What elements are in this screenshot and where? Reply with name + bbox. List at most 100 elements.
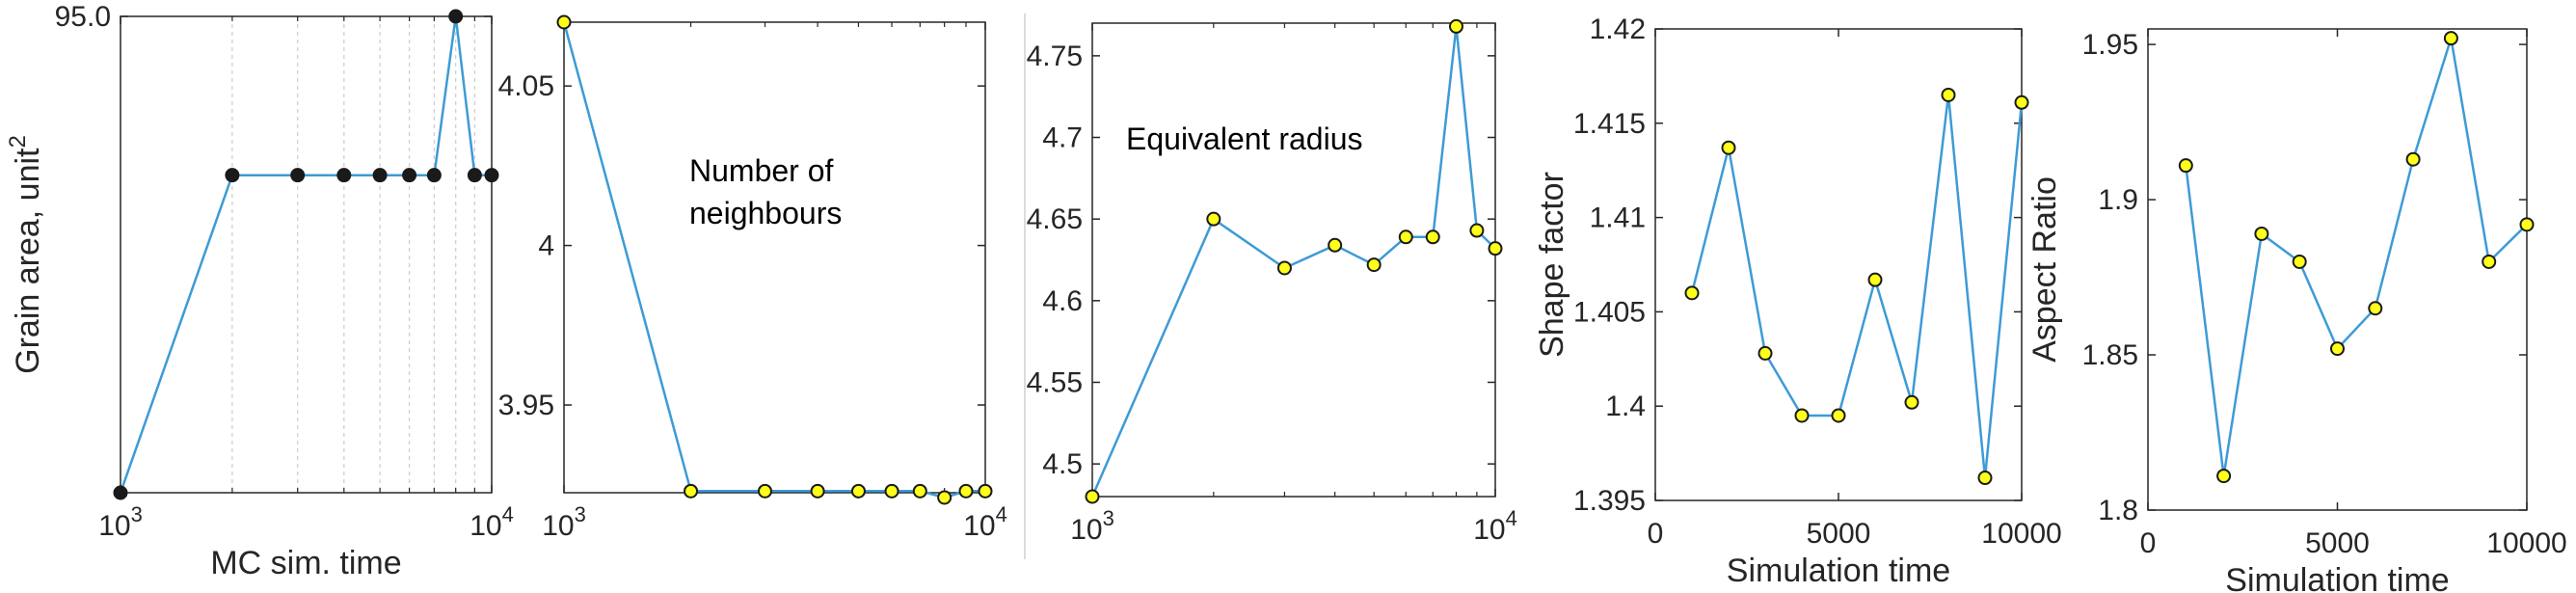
data-point bbox=[1328, 237, 1343, 253]
x-tick-label: 104 bbox=[963, 502, 1007, 542]
y-tick-label: 4.55 bbox=[1027, 366, 1083, 398]
x-tick-label: 5000 bbox=[2305, 527, 2370, 559]
x-axis-label: Simulation time bbox=[1727, 553, 1950, 589]
y-tick-label: 3.95 bbox=[498, 390, 554, 421]
data-point bbox=[448, 9, 464, 24]
tick-exponent: 3 bbox=[131, 502, 143, 526]
y-tick-label: 1.405 bbox=[1573, 296, 1646, 328]
chart-annotation: Number of bbox=[689, 153, 834, 188]
y-tick-label: 4.05 bbox=[498, 70, 554, 102]
data-point bbox=[1469, 223, 1485, 238]
plot-area bbox=[121, 16, 492, 493]
chart-panel-4: 1.395 1.4 1.405 1.41 1.415 1.42 0 5000 10000 Simu… bbox=[1534, 13, 2062, 589]
data-point bbox=[1448, 18, 1463, 34]
data-point bbox=[2254, 226, 2269, 241]
data-point bbox=[1398, 229, 1413, 245]
data-point bbox=[1904, 394, 1919, 410]
axes-box bbox=[120, 15, 493, 494]
data-point bbox=[2482, 254, 2497, 269]
series-line bbox=[1690, 94, 2024, 479]
data-point bbox=[1721, 140, 1736, 155]
data-point bbox=[1758, 345, 1773, 361]
y-tick-label: 4.5 bbox=[1042, 448, 1083, 480]
data-point bbox=[2443, 31, 2458, 46]
x-tick-label: 5000 bbox=[1807, 518, 1871, 550]
x-axis-label: Simulation time bbox=[2225, 562, 2449, 593]
data-point bbox=[1831, 408, 1846, 423]
tick-base: 10 bbox=[542, 510, 574, 542]
series-line bbox=[119, 14, 492, 494]
x-axis-label: MC sim. time bbox=[210, 545, 401, 581]
data-point bbox=[2519, 217, 2535, 232]
x-tick-label: 104 bbox=[1473, 506, 1517, 546]
y-tick-label: 4.65 bbox=[1027, 203, 1083, 235]
x-tick-label: 103 bbox=[1070, 506, 1114, 546]
data-point bbox=[1794, 408, 1810, 423]
tick-base: 10 bbox=[963, 510, 995, 542]
data-point bbox=[1366, 257, 1382, 273]
y-tick-label: 4 bbox=[538, 230, 554, 262]
data-point bbox=[2368, 301, 2383, 316]
data-point bbox=[978, 483, 993, 499]
y-tick-label: 1.42 bbox=[1590, 13, 1646, 45]
data-point bbox=[113, 485, 128, 500]
series-line bbox=[2185, 37, 2528, 477]
data-point bbox=[1085, 489, 1100, 504]
y-axis-label: Grain area, unit2 bbox=[5, 135, 46, 374]
tick-exponent: 3 bbox=[575, 502, 586, 526]
data-point bbox=[2405, 151, 2421, 167]
plot-area bbox=[564, 22, 985, 493]
data-point bbox=[758, 483, 773, 499]
data-point bbox=[467, 168, 482, 183]
data-point bbox=[684, 483, 699, 499]
data-point bbox=[1941, 87, 1956, 102]
data-point bbox=[484, 168, 499, 183]
x-tick-label: 0 bbox=[2140, 527, 2157, 559]
data-point bbox=[2292, 254, 2307, 269]
data-point bbox=[2178, 158, 2193, 174]
plot-area bbox=[1092, 23, 1495, 497]
y-axis-label-text: Grain area, unit bbox=[10, 148, 46, 374]
data-point bbox=[2216, 469, 2232, 484]
data-point bbox=[1977, 471, 1993, 486]
plot-area bbox=[1655, 29, 2022, 500]
chart-annotation: neighbours bbox=[689, 196, 842, 230]
tick-base: 10 bbox=[1070, 514, 1102, 546]
data-point bbox=[402, 168, 417, 183]
y-tick-label: 1.415 bbox=[1573, 108, 1646, 140]
data-point bbox=[1488, 241, 1503, 256]
chart-annotation: Equivalent radius bbox=[1126, 121, 1362, 156]
x-tick-label: 10000 bbox=[1981, 518, 2061, 550]
x-tick-label: 10000 bbox=[2486, 527, 2566, 559]
x-tick-label: 104 bbox=[470, 502, 514, 542]
x-tick-label: 103 bbox=[542, 502, 586, 542]
x-tick-label: 0 bbox=[1648, 518, 1664, 550]
tick-exponent: 3 bbox=[1103, 506, 1114, 530]
data-point bbox=[225, 168, 240, 183]
y-tick-label: 1.85 bbox=[2082, 339, 2138, 371]
data-point bbox=[912, 483, 927, 499]
tick-base: 10 bbox=[470, 510, 501, 542]
x-tick-label: 103 bbox=[98, 502, 143, 542]
data-point bbox=[850, 483, 866, 499]
y-axis-label: Aspect Ratio bbox=[2026, 176, 2063, 363]
tick-base: 10 bbox=[1473, 514, 1505, 546]
data-point bbox=[290, 168, 306, 183]
chart-panel-5: 1.8 1.85 1.9 1.95 0 5000 10000 Simulation time A… bbox=[2026, 28, 2567, 593]
data-point bbox=[884, 483, 899, 499]
y-tick-label: 1.9 bbox=[2098, 184, 2138, 216]
y-axis-label-text: Shape factor bbox=[1534, 172, 1570, 358]
tick-exponent: 4 bbox=[1506, 506, 1517, 530]
y-tick-label: 1.95 bbox=[2082, 29, 2138, 61]
data-point bbox=[1425, 229, 1440, 245]
y-axis-label-text: Aspect Ratio bbox=[2026, 176, 2063, 363]
y-tick-label: 4.6 bbox=[1042, 285, 1083, 317]
plot-area bbox=[2148, 29, 2527, 510]
y-tick-label: 1.395 bbox=[1573, 485, 1646, 517]
tick-exponent: 4 bbox=[502, 502, 514, 526]
data-point bbox=[426, 168, 442, 183]
data-point bbox=[556, 14, 572, 30]
axes-box bbox=[1091, 22, 1496, 498]
